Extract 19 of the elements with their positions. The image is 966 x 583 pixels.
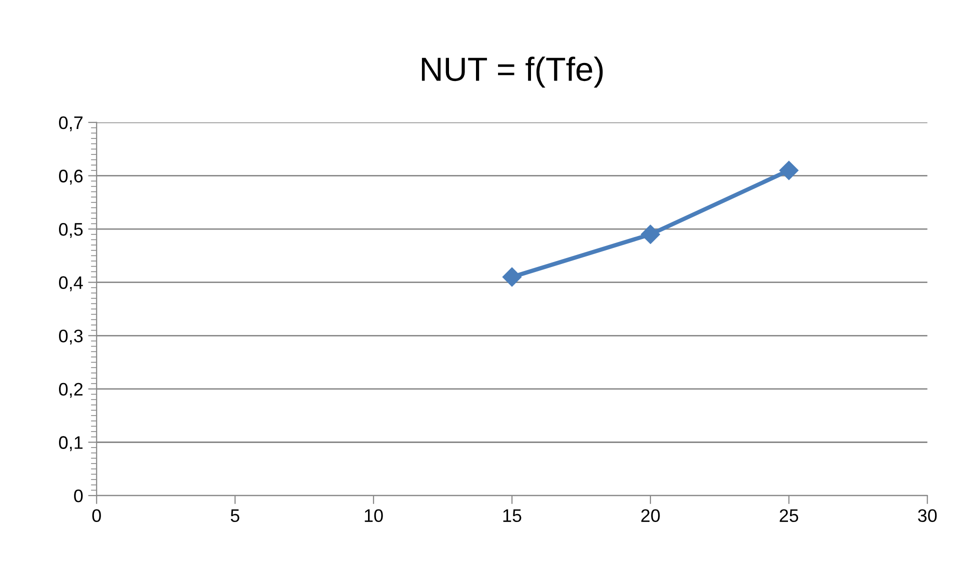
point <box>502 267 522 287</box>
y-tick-label: 0,3 <box>59 330 83 344</box>
y-tick-label: 0,4 <box>59 276 83 292</box>
x-tick-label: 5 <box>230 509 240 522</box>
x-tick-label: 30 <box>918 509 937 522</box>
y-tick-label: 0,7 <box>59 116 82 132</box>
x-tick-label: 10 <box>364 509 383 522</box>
y-tick-label: 0 <box>74 489 83 502</box>
y-tick-label: 0,2 <box>59 382 82 398</box>
x-tick-label: 20 <box>641 509 660 522</box>
chart-title: NUT = f(Tfe) <box>422 56 603 88</box>
y-tick-label: 0,1 <box>59 436 83 452</box>
x-tick-label: 25 <box>780 509 798 522</box>
x-tick-label: 0 <box>92 509 101 522</box>
x-tick-label: 15 <box>503 509 522 522</box>
y-tick-label: 0,6 <box>59 170 83 185</box>
y-tick-label: 0,5 <box>59 222 83 238</box>
point <box>640 224 660 244</box>
point <box>779 160 798 180</box>
